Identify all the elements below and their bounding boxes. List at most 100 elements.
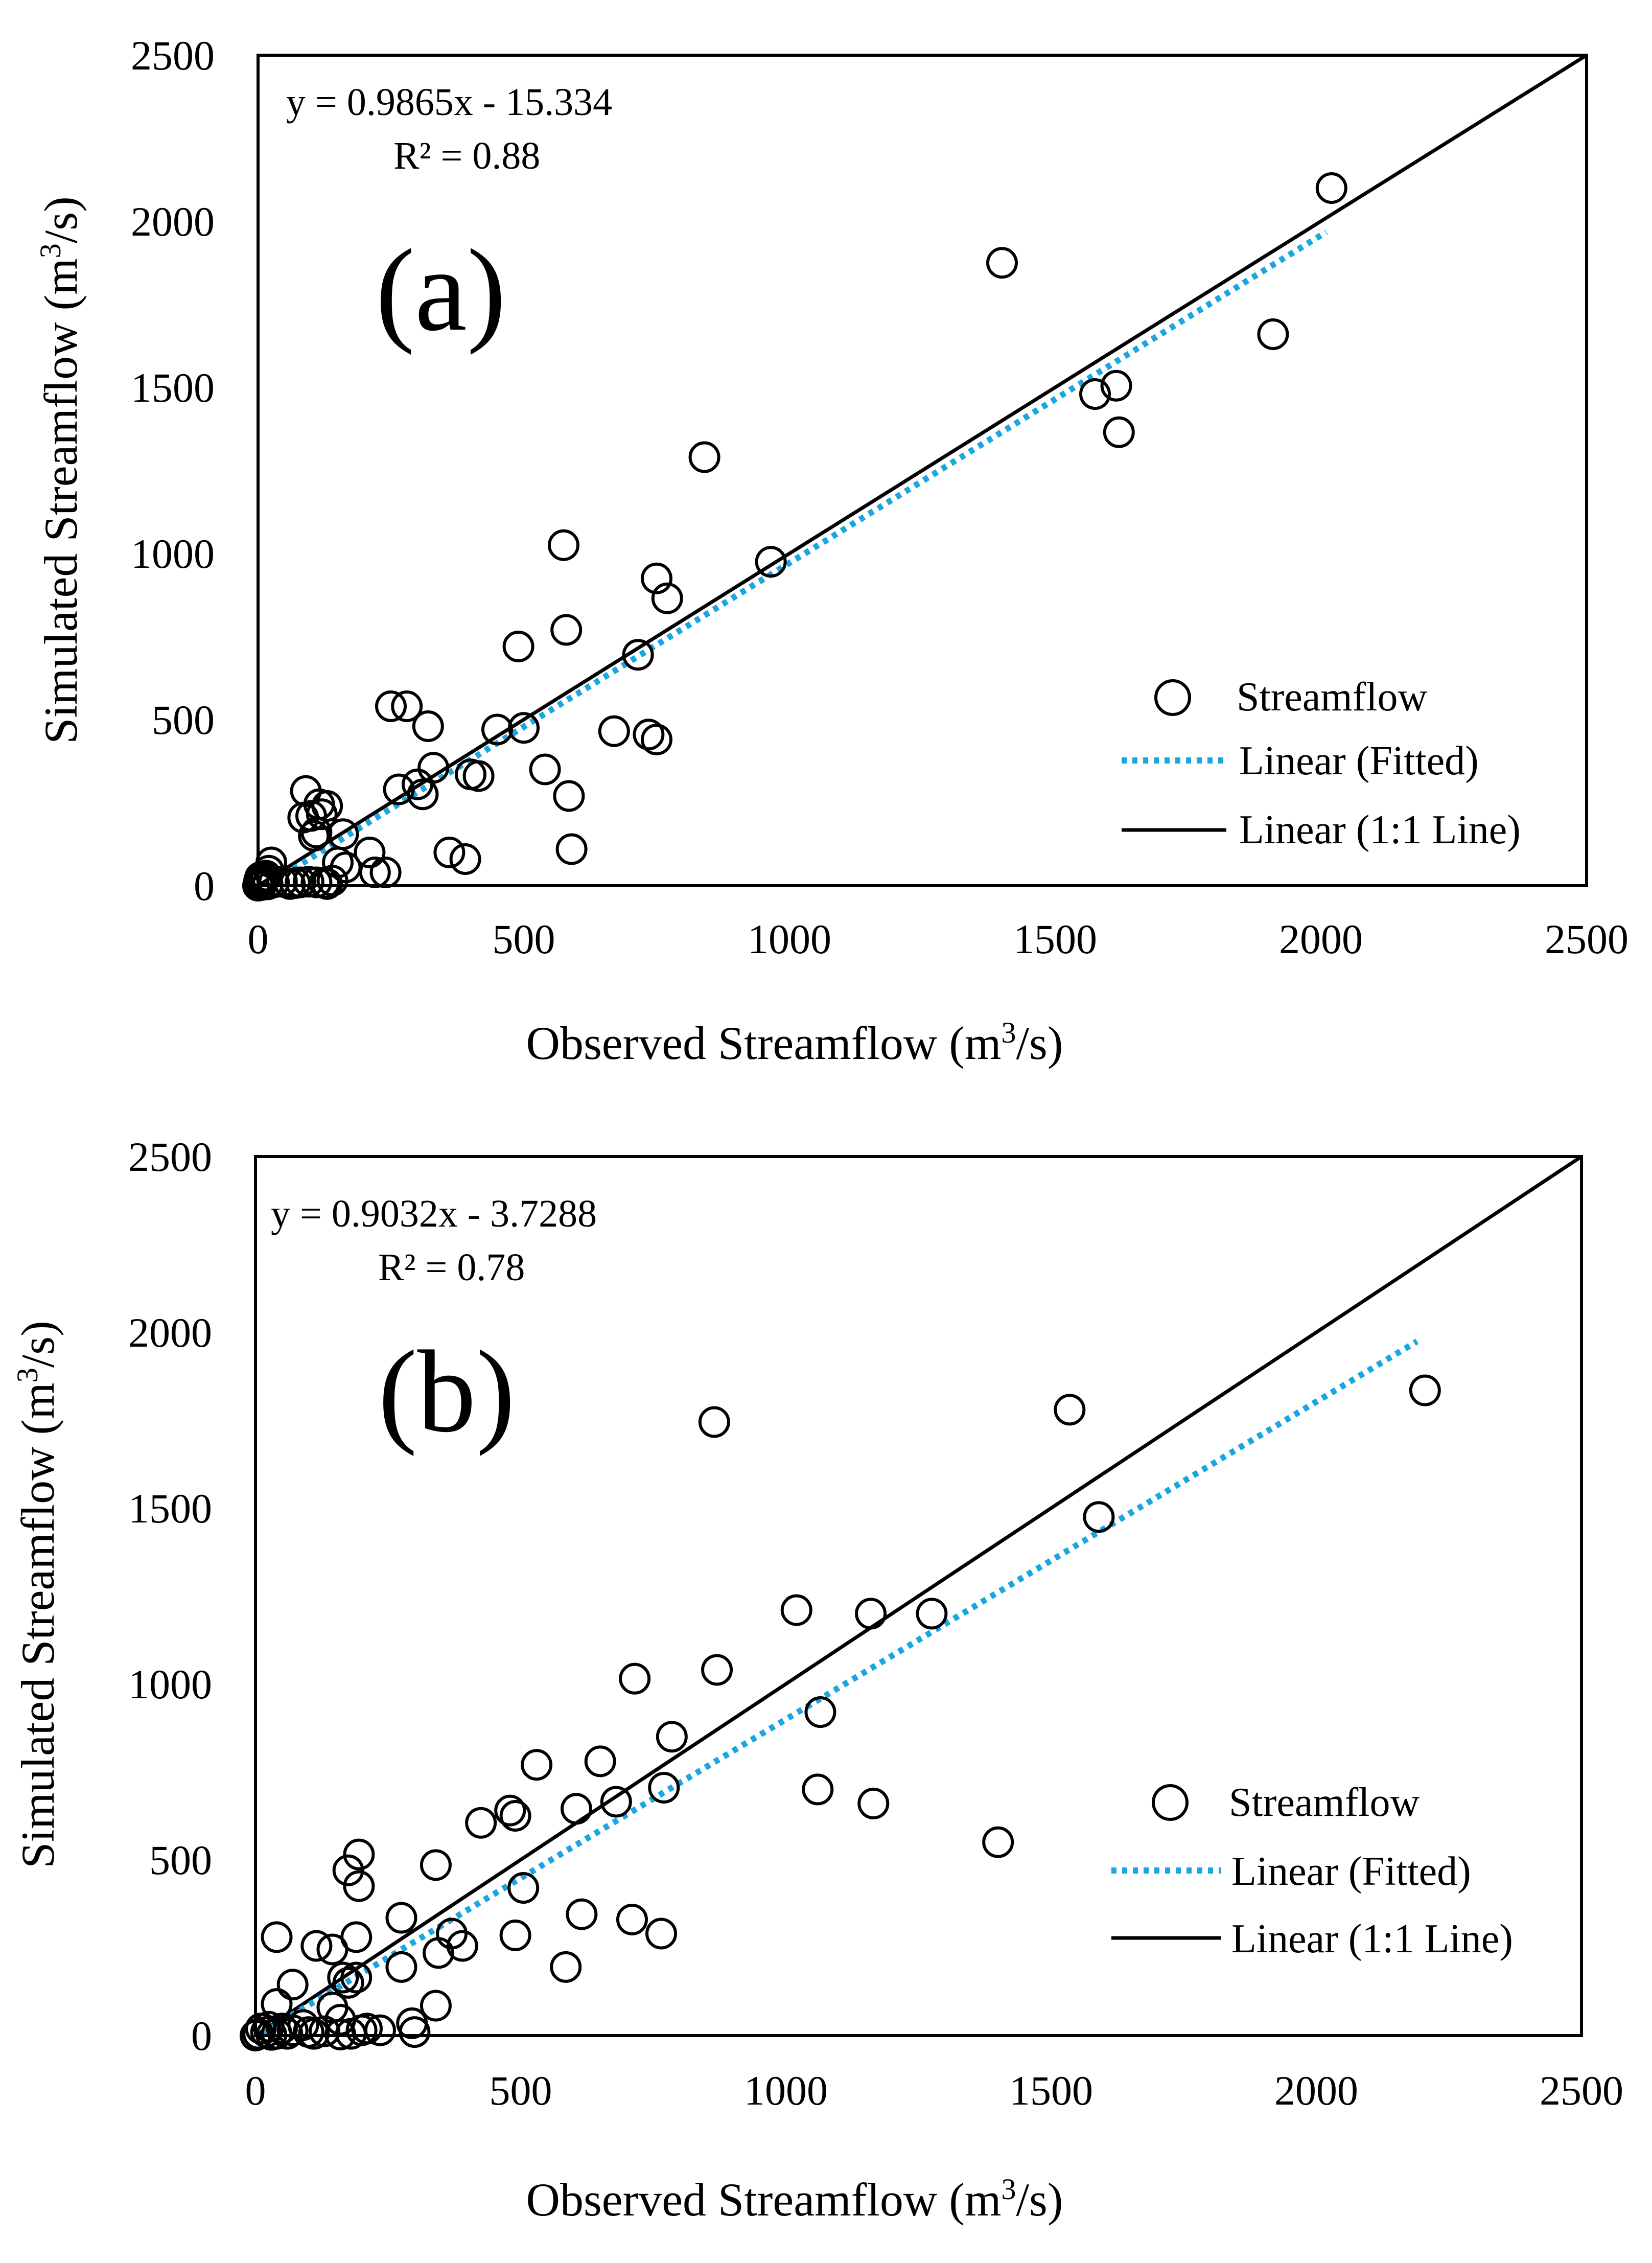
- panel-b-y-tick-label: 1500: [128, 1485, 212, 1532]
- panel-b-x-tick-label: 1000: [744, 2067, 828, 2114]
- panel-a-label: (a): [376, 225, 506, 355]
- panel-a-data-point: [311, 868, 343, 900]
- panel-b-data-point: [780, 1594, 812, 1626]
- panel-b-data-point: [465, 1807, 497, 1839]
- panel-a-data-point: [300, 817, 333, 848]
- panel-a-y-axis-title-suffix: /s): [35, 196, 87, 243]
- panel-a-data-point: [391, 690, 423, 722]
- panel-a-data-point: [354, 837, 386, 868]
- panel-b-data-point: [343, 1838, 375, 1871]
- panel-a-x-axis-title-suffix: /s): [1016, 1017, 1063, 1069]
- panel-b-data-point: [308, 2015, 340, 2047]
- panel-b-data-point: [343, 1870, 375, 1902]
- panel-b-data-point: [857, 1787, 890, 1819]
- panel-b-data-point: [420, 1849, 452, 1881]
- panel-a-legend-fitted: Linear (Fitted): [1239, 738, 1479, 783]
- panel-a: 0 500 1000 1500 2000 2500 0 500 1000 1500 2000 250…: [34, 32, 1629, 1069]
- panel-a-data-point: [755, 546, 787, 578]
- panel-a-data-point: [383, 773, 415, 805]
- panel-b-x-tick-labels: 0 500 1000 1500 2000 2500: [245, 2067, 1624, 2114]
- panel-a-equation: y = 0.9865x - 15.334: [286, 81, 612, 124]
- panel-b-plot-frame: [254, 1155, 1583, 2037]
- panel-b-data-point: [332, 1854, 364, 1886]
- panel-b-data-point: [316, 1933, 348, 1966]
- panel-b-data-point: [335, 2018, 367, 2050]
- panel-b-data-point: [423, 1937, 455, 1969]
- panel-b-data-point: [399, 2016, 431, 2048]
- panel-a-data-point: [688, 441, 720, 473]
- panel-b-data-point: [298, 2018, 330, 2050]
- panel-b-data-point: [804, 1696, 836, 1728]
- panel-a-data-point: [462, 760, 495, 792]
- panel-a-data-point: [412, 710, 444, 742]
- panel-b-y-tick-label: 0: [191, 2013, 212, 2059]
- panel-b-r-squared: R² = 0.78: [378, 1246, 525, 1289]
- panel-b-x-axis-title-main: Observed Streamflow (m: [526, 2174, 1002, 2226]
- panel-a-data-point: [1257, 318, 1289, 350]
- panel-b-data-point: [300, 1930, 333, 1962]
- panel-b-data-point: [600, 1786, 632, 1818]
- panel-b-data-point: [340, 1961, 373, 1994]
- panel-a-data-point: [244, 861, 276, 893]
- panel-a-data-point: [508, 712, 540, 744]
- panel-b-y-tick-label: 2500: [128, 1134, 212, 1180]
- panel-b-y-axis-title: Simulated Streamflow (m3/s): [11, 1321, 64, 1868]
- panel-b-data-point: [499, 1800, 531, 1832]
- panel-a-data-point: [1079, 378, 1111, 410]
- panel-a-y-tick-label: 2000: [131, 198, 215, 245]
- panel-a-data-point: [481, 713, 513, 746]
- panel-a-data-point: [1315, 172, 1347, 204]
- panel-a-data-point: [598, 715, 630, 747]
- panel-b-legend-one-to-one: Linear (1:1 Line): [1231, 1916, 1513, 1961]
- panel-a-y-tick-label: 500: [152, 697, 215, 743]
- panel-b-y-axis-title-suffix: /s): [12, 1321, 64, 1368]
- panel-a-data-point: [555, 833, 588, 865]
- panel-b-data-point: [645, 1918, 678, 1950]
- panel-b-data-point: [446, 1930, 478, 1962]
- panel-b-x-tick-label: 1500: [1009, 2067, 1093, 2114]
- panel-a-x-tick-label: 1000: [748, 916, 831, 962]
- panel-b-data-point: [916, 1598, 948, 1630]
- panel-a-y-axis-title-main: Simulated Streamflow (m: [35, 258, 87, 744]
- panel-b-data-point: [332, 1967, 364, 1999]
- panel-a-data-point: [306, 798, 338, 830]
- panel-b-fitted-line: [262, 1338, 1419, 2035]
- panel-a-y-tick-label: 1000: [131, 530, 215, 577]
- panel-b-legend-streamflow: Streamflow: [1229, 1780, 1420, 1825]
- panel-a-x-tick-label: 2000: [1279, 916, 1363, 962]
- panel-b-equation: y = 0.9032x - 3.7288: [271, 1192, 597, 1235]
- panel-a-data-point: [633, 719, 665, 751]
- panel-a-data-point: [641, 562, 672, 594]
- panel-b-data-point: [420, 1990, 452, 2022]
- panel-b-data-point: [385, 1902, 417, 1934]
- panel-b-data-point: [550, 1951, 582, 1983]
- panel-b-y-tick-label: 2000: [128, 1309, 212, 1356]
- panel-a-r-squared: R² = 0.88: [393, 134, 540, 177]
- panel-a-data-point: [417, 752, 450, 784]
- panel-b-legend-fitted: Linear (Fitted): [1231, 1849, 1471, 1894]
- panel-a-data-point: [1103, 416, 1135, 448]
- panel-b-plot-area: [240, 1155, 1583, 2051]
- panel-a-data-point: [449, 843, 481, 875]
- panel-b-data-point: [1054, 1394, 1086, 1426]
- panel-b-y-tick-labels: 0 500 1000 1500 2000 2500: [128, 1134, 212, 2059]
- panel-b-y-tick-label: 500: [149, 1837, 212, 1883]
- panel-a-data-point: [502, 631, 534, 662]
- panel-a-x-tick-label: 0: [248, 916, 269, 962]
- panel-a-x-tick-label: 500: [493, 916, 555, 962]
- panel-a-data-point: [407, 778, 439, 811]
- panel-b-label: (b): [378, 1326, 515, 1457]
- panel-b-data-point: [648, 1771, 680, 1804]
- panel-b-x-tick-label: 2000: [1274, 2067, 1358, 2114]
- panel-a-y-tick-label: 2500: [131, 32, 215, 79]
- panel-a-legend-one-to-one: Linear (1:1 Line): [1239, 807, 1521, 852]
- panel-b-x-tick-label: 500: [490, 2067, 552, 2114]
- panel-b: 0 500 1000 1500 2000 2500 0 500 1000 1500 2000 250…: [11, 1134, 1624, 2226]
- panel-b-x-tick-label: 2500: [1540, 2067, 1623, 2114]
- panel-a-data-point: [651, 582, 683, 614]
- panel-b-data-point: [327, 1961, 359, 1994]
- panel-b-one-to-one-line: [254, 1155, 1583, 2037]
- panel-b-data-point: [560, 1793, 592, 1825]
